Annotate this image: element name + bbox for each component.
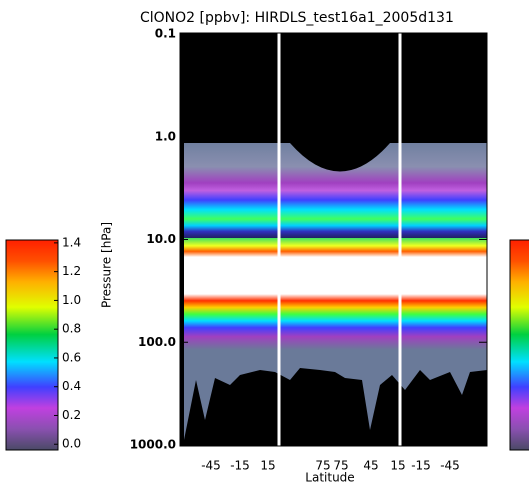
colorbar-tick-label: 0.8 xyxy=(62,322,81,336)
y-tick-label: 0.1 xyxy=(155,27,176,41)
x-tick-label: 75 xyxy=(315,459,330,473)
colorbar-tick-label: 1.0 xyxy=(62,293,81,307)
colorbar-tick-label: 0.2 xyxy=(62,408,81,422)
colorbar-tick-label: 1.2 xyxy=(62,264,81,278)
y-tick-label: 1000.0 xyxy=(130,438,176,452)
x-tick-label: -15 xyxy=(230,459,250,473)
x-tick-label: -45 xyxy=(201,459,221,473)
x-tick-label: 15 xyxy=(260,459,275,473)
field-upper xyxy=(184,143,487,238)
y-tick-label: 1.0 xyxy=(155,129,176,143)
x-axis-label: Latitude xyxy=(305,471,354,483)
y-tick-label: 100.0 xyxy=(138,335,176,349)
x-tick-label: 75 xyxy=(333,459,348,473)
colorbar-tick-label: 0.4 xyxy=(62,379,81,393)
colorbar xyxy=(509,239,529,451)
y-tick-label: 10.0 xyxy=(146,232,176,246)
colorbar-tick-label: 1.4 xyxy=(62,235,81,249)
x-tick-label: 45 xyxy=(363,459,378,473)
colorbar-tick-label: 0.6 xyxy=(62,350,81,364)
y-axis-label: Pressure [hPa] xyxy=(100,222,114,308)
colorbar-tick-label: 0.0 xyxy=(62,437,81,451)
x-tick-label: 15 xyxy=(390,459,405,473)
orbit-marker xyxy=(277,33,281,446)
x-tick-label: -15 xyxy=(411,459,431,473)
x-tick-label: -45 xyxy=(440,459,460,473)
colorbar xyxy=(5,239,59,451)
field-lower xyxy=(184,350,487,440)
field-middle xyxy=(184,238,487,350)
orbit-marker xyxy=(398,33,402,446)
chart-title: ClONO2 [ppbv]: HIRDLS_test16a1_2005d131 xyxy=(140,10,454,26)
